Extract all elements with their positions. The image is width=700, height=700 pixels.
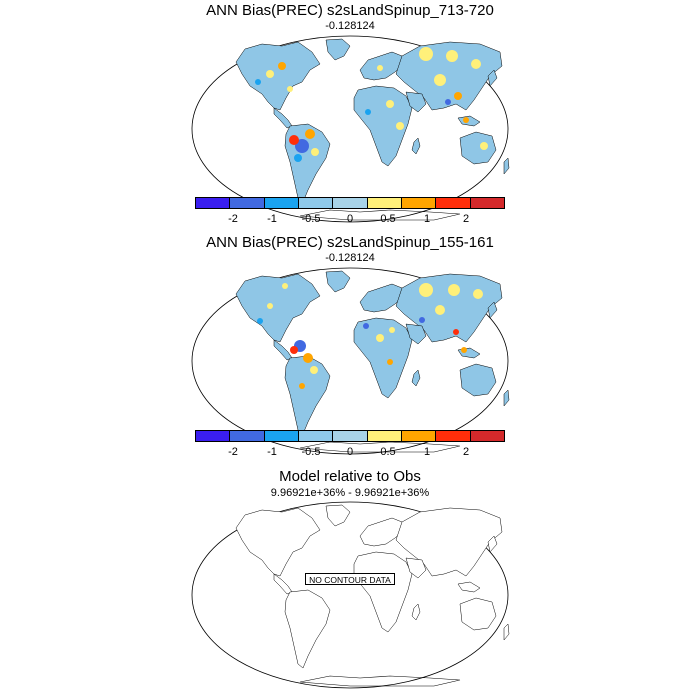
colorbar-tick-label: 0.5 [380, 213, 396, 225]
colorbar-swatch [436, 198, 471, 208]
colorbar-tick-label: 2 [462, 213, 470, 225]
colorbar-swatch [298, 198, 334, 208]
colorbar-swatch [401, 198, 437, 208]
colorbar-tick-label: -2 [228, 213, 238, 225]
colorbar-swatch [470, 198, 504, 208]
colorbar-swatch [333, 198, 368, 208]
colorbar-swatch [436, 431, 471, 441]
bias-patches [257, 283, 483, 389]
panel1-map [191, 35, 510, 223]
colorbar-tick-label: 1 [423, 446, 431, 458]
colorbar-tick-label: -1 [267, 446, 277, 458]
colorbar-tick-label: -1 [267, 213, 277, 225]
colorbar-tick-label: -2 [228, 446, 238, 458]
panel3-title: Model relative to Obs [279, 468, 421, 485]
colorbar-swatch [264, 431, 299, 441]
colorbar-tick-label: 0 [346, 213, 354, 225]
panel2-subtitle: -0.128124 [325, 252, 375, 264]
colorbar-swatch [196, 431, 231, 441]
panel1-title: ANN Bias(PREC) s2sLandSpinup_713-720 [206, 2, 494, 19]
colorbar-tick-label: 0.5 [380, 446, 396, 458]
colorbar-swatch [230, 198, 265, 208]
colorbar-tick-label: -0.5 [301, 213, 321, 225]
colorbar-swatch [230, 431, 265, 441]
colorbar-swatch [298, 431, 334, 441]
colorbar-swatch [367, 198, 402, 208]
colorbar-tick-label: 1 [423, 213, 431, 225]
panel3-map [191, 501, 510, 689]
panel1-subtitle: -0.128124 [325, 20, 375, 32]
colorbar-swatch [196, 198, 231, 208]
panel1-colorbar [195, 197, 505, 209]
colorbar-swatch [333, 431, 368, 441]
colorbar-swatch [470, 431, 504, 441]
no-contour-data-label: NO CONTOUR DATA [305, 573, 395, 585]
panel2-title: ANN Bias(PREC) s2sLandSpinup_155-161 [206, 234, 494, 251]
bias-patches [255, 47, 488, 162]
colorbar-tick-label: 2 [462, 446, 470, 458]
panel2-colorbar [195, 430, 505, 442]
colorbar-swatch [401, 431, 437, 441]
colorbar-swatch [367, 431, 402, 441]
colorbar-tick-label: -0.5 [301, 446, 321, 458]
panel3-subtitle: 9.96921e+36% - 9.96921e+36% [270, 487, 430, 499]
colorbar-tick-label: 0 [346, 446, 354, 458]
panel2-map [191, 267, 510, 455]
colorbar-swatch [264, 198, 299, 208]
